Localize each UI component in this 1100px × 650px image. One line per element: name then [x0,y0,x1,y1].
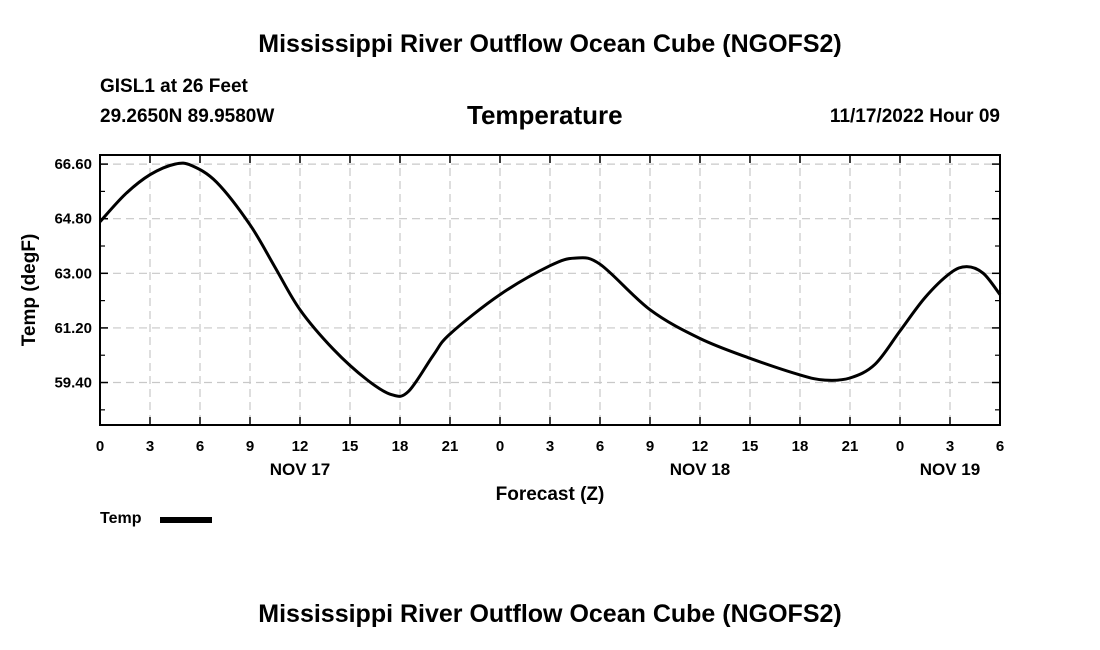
x-tick-label: 0 [896,438,904,455]
y-tick-label: 66.60 [54,156,92,173]
forecast-timestamp: 11/17/2022 Hour 09 [829,106,1000,127]
y-tick-label: 63.00 [54,265,92,282]
series-layer [98,161,1002,398]
day-label: NOV 18 [670,460,730,479]
station-label: GISL1 at 26 Feet [100,76,248,97]
x-axis-label: Forecast (Z) [496,484,605,505]
x-tick-label: 3 [546,438,554,455]
x-tick-label: 12 [292,438,309,455]
series-line-temp [98,161,1002,398]
x-tick-label: 15 [742,438,759,455]
day-label: NOV 19 [920,460,980,479]
x-tick-label: 0 [496,438,504,455]
x-tick-label: 6 [996,438,1004,455]
temperature-chart: 0 3 6 9 12 15 18 21 0 3 6 9 12 15 18 21 0 3 6 59.40 61.20 63.… [19,154,1004,505]
label-layer: 0 3 6 9 12 15 18 21 0 3 6 9 12 15 18 21 0 3 6 59.40 61.20 63.… [54,156,1004,479]
x-tick-label: 12 [692,438,709,455]
x-tick-label: 18 [392,438,409,455]
y-tick-label: 61.20 [54,320,92,337]
station-coordinates: 29.2650N 89.9580W [100,106,275,127]
y-tick-label: 59.40 [54,375,92,392]
x-tick-label: 9 [646,438,654,455]
x-tick-label: 21 [842,438,859,455]
legend-label: Temp [100,510,142,527]
x-tick-label: 0 [96,438,104,455]
variable-title: Temperature [467,100,623,130]
x-tick-label: 9 [246,438,254,455]
legend-swatch-temp [160,517,212,523]
chart-main-title: Mississippi River Outflow Ocean Cube (NG… [258,30,842,58]
x-tick-label: 6 [196,438,204,455]
x-tick-label: 21 [442,438,459,455]
x-tick-label: 3 [146,438,154,455]
plot-frame [99,154,1001,426]
footer-title: Mississippi River Outflow Ocean Cube (NG… [258,600,842,628]
grid-layer [100,155,1000,425]
day-label: NOV 17 [270,460,330,479]
y-tick-label: 64.80 [54,211,92,228]
x-tick-label: 15 [342,438,359,455]
y-axis-label: Temp (degF) [19,234,40,347]
x-tick-label: 18 [792,438,809,455]
x-tick-label: 3 [946,438,954,455]
x-tick-label: 6 [596,438,604,455]
